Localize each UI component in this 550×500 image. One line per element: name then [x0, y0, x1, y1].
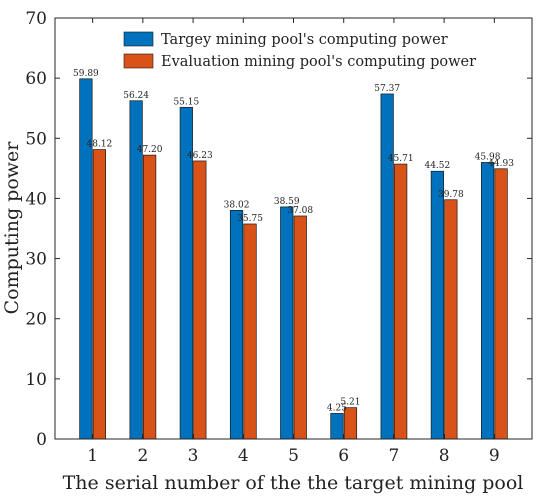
plot-area: [55, 18, 532, 439]
bar-series-1-cat-7: [380, 93, 394, 440]
bar-series-1-cat-5: [280, 206, 294, 440]
y-axis: 0 10 20 30 40 50 60 70: [25, 9, 532, 450]
x-tick-label: 9: [489, 446, 500, 466]
bar-series-2-cat-1: [92, 149, 107, 440]
bar-series-1-cat-9: [480, 162, 495, 440]
legend: Targey mining pool's computing power Eva…: [113, 27, 487, 72]
x-axis: 1 2 3 4 5 6 7 8 9: [87, 18, 500, 466]
data-label-series-1-cat-6: 4.25: [327, 403, 347, 413]
bar-series-1-cat-6: [330, 413, 344, 440]
x-tick-label: 8: [439, 446, 450, 466]
y-tick-label: 0: [36, 430, 47, 450]
y-tick-label: 70: [25, 9, 47, 29]
bar-series-2-cat-7: [394, 163, 408, 440]
y-tick-label: 10: [25, 370, 47, 390]
data-label-series-1-cat-2: 56.24: [123, 91, 149, 101]
data-label-series-1-cat-7: 57.37: [374, 84, 400, 94]
x-axis-title: The serial number of the the target mini…: [63, 472, 524, 494]
data-label-series-2-cat-2: 47.20: [137, 145, 163, 155]
y-axis-title: Computing power: [1, 141, 23, 315]
bar-series-2-cat-4: [243, 223, 257, 440]
data-label-series-2-cat-7: 45.71: [388, 154, 414, 164]
y-tick-label: 50: [25, 129, 47, 149]
y-tick-label: 30: [25, 250, 47, 270]
data-label-series-2-cat-4: 35.75: [237, 214, 263, 224]
x-tick-label: 3: [188, 446, 199, 466]
bar-series-2-cat-8: [444, 199, 458, 440]
data-label-series-1-cat-1: 59.89: [73, 69, 99, 79]
bar-series-2-cat-9: [494, 168, 508, 440]
y-tick-label: 20: [25, 310, 47, 330]
data-label-series-1-cat-3: 55.15: [173, 97, 199, 107]
legend-swatch-series-2: [123, 53, 154, 69]
data-label-series-2-cat-5: 37.08: [287, 206, 313, 216]
data-labels-group: 59.89 56.24 55.15 38.02 38.59 4.25 57.37 44.52 4…: [73, 69, 514, 414]
data-label-series-1-cat-8: 44.52: [424, 161, 450, 171]
bar-series-2-cat-3: [193, 160, 207, 440]
bar-series-2-cat-5: [293, 215, 307, 440]
bar-series-1-cat-1: [79, 78, 93, 440]
x-tick-label: 5: [288, 446, 299, 466]
data-label-series-2-cat-6: 5.21: [340, 398, 360, 408]
x-tick-label: 1: [87, 446, 98, 466]
x-tick-label: 6: [338, 446, 349, 466]
data-label-series-1-cat-5: 38.59: [274, 197, 300, 207]
x-tick-label: 7: [389, 446, 400, 466]
bars-group: [79, 78, 508, 440]
legend-label-series-1: Targey mining pool's computing power: [161, 32, 448, 48]
bar-series-2-cat-2: [143, 154, 157, 440]
y-tick-label: 60: [25, 69, 47, 89]
data-label-series-2-cat-8: 39.78: [438, 190, 464, 200]
legend-box: [113, 27, 487, 72]
data-label-series-2-cat-3: 46.23: [187, 151, 213, 161]
bar-series-1-cat-8: [430, 170, 444, 440]
bar-series-1-cat-4: [229, 209, 244, 440]
x-tick-label: 2: [137, 446, 148, 466]
data-label-series-2-cat-1: 48.12: [87, 140, 113, 150]
data-label-series-1-cat-9: 45.98: [475, 152, 501, 162]
y-tick-label: 40: [25, 189, 47, 209]
data-label-series-1-cat-4: 38.02: [224, 200, 250, 210]
legend-swatch-series-1: [123, 31, 154, 47]
data-label-series-2-cat-9: 44.93: [488, 159, 514, 169]
x-tick-label: 4: [238, 446, 249, 466]
legend-label-series-2: Evaluation mining pool's computing power: [161, 54, 476, 70]
